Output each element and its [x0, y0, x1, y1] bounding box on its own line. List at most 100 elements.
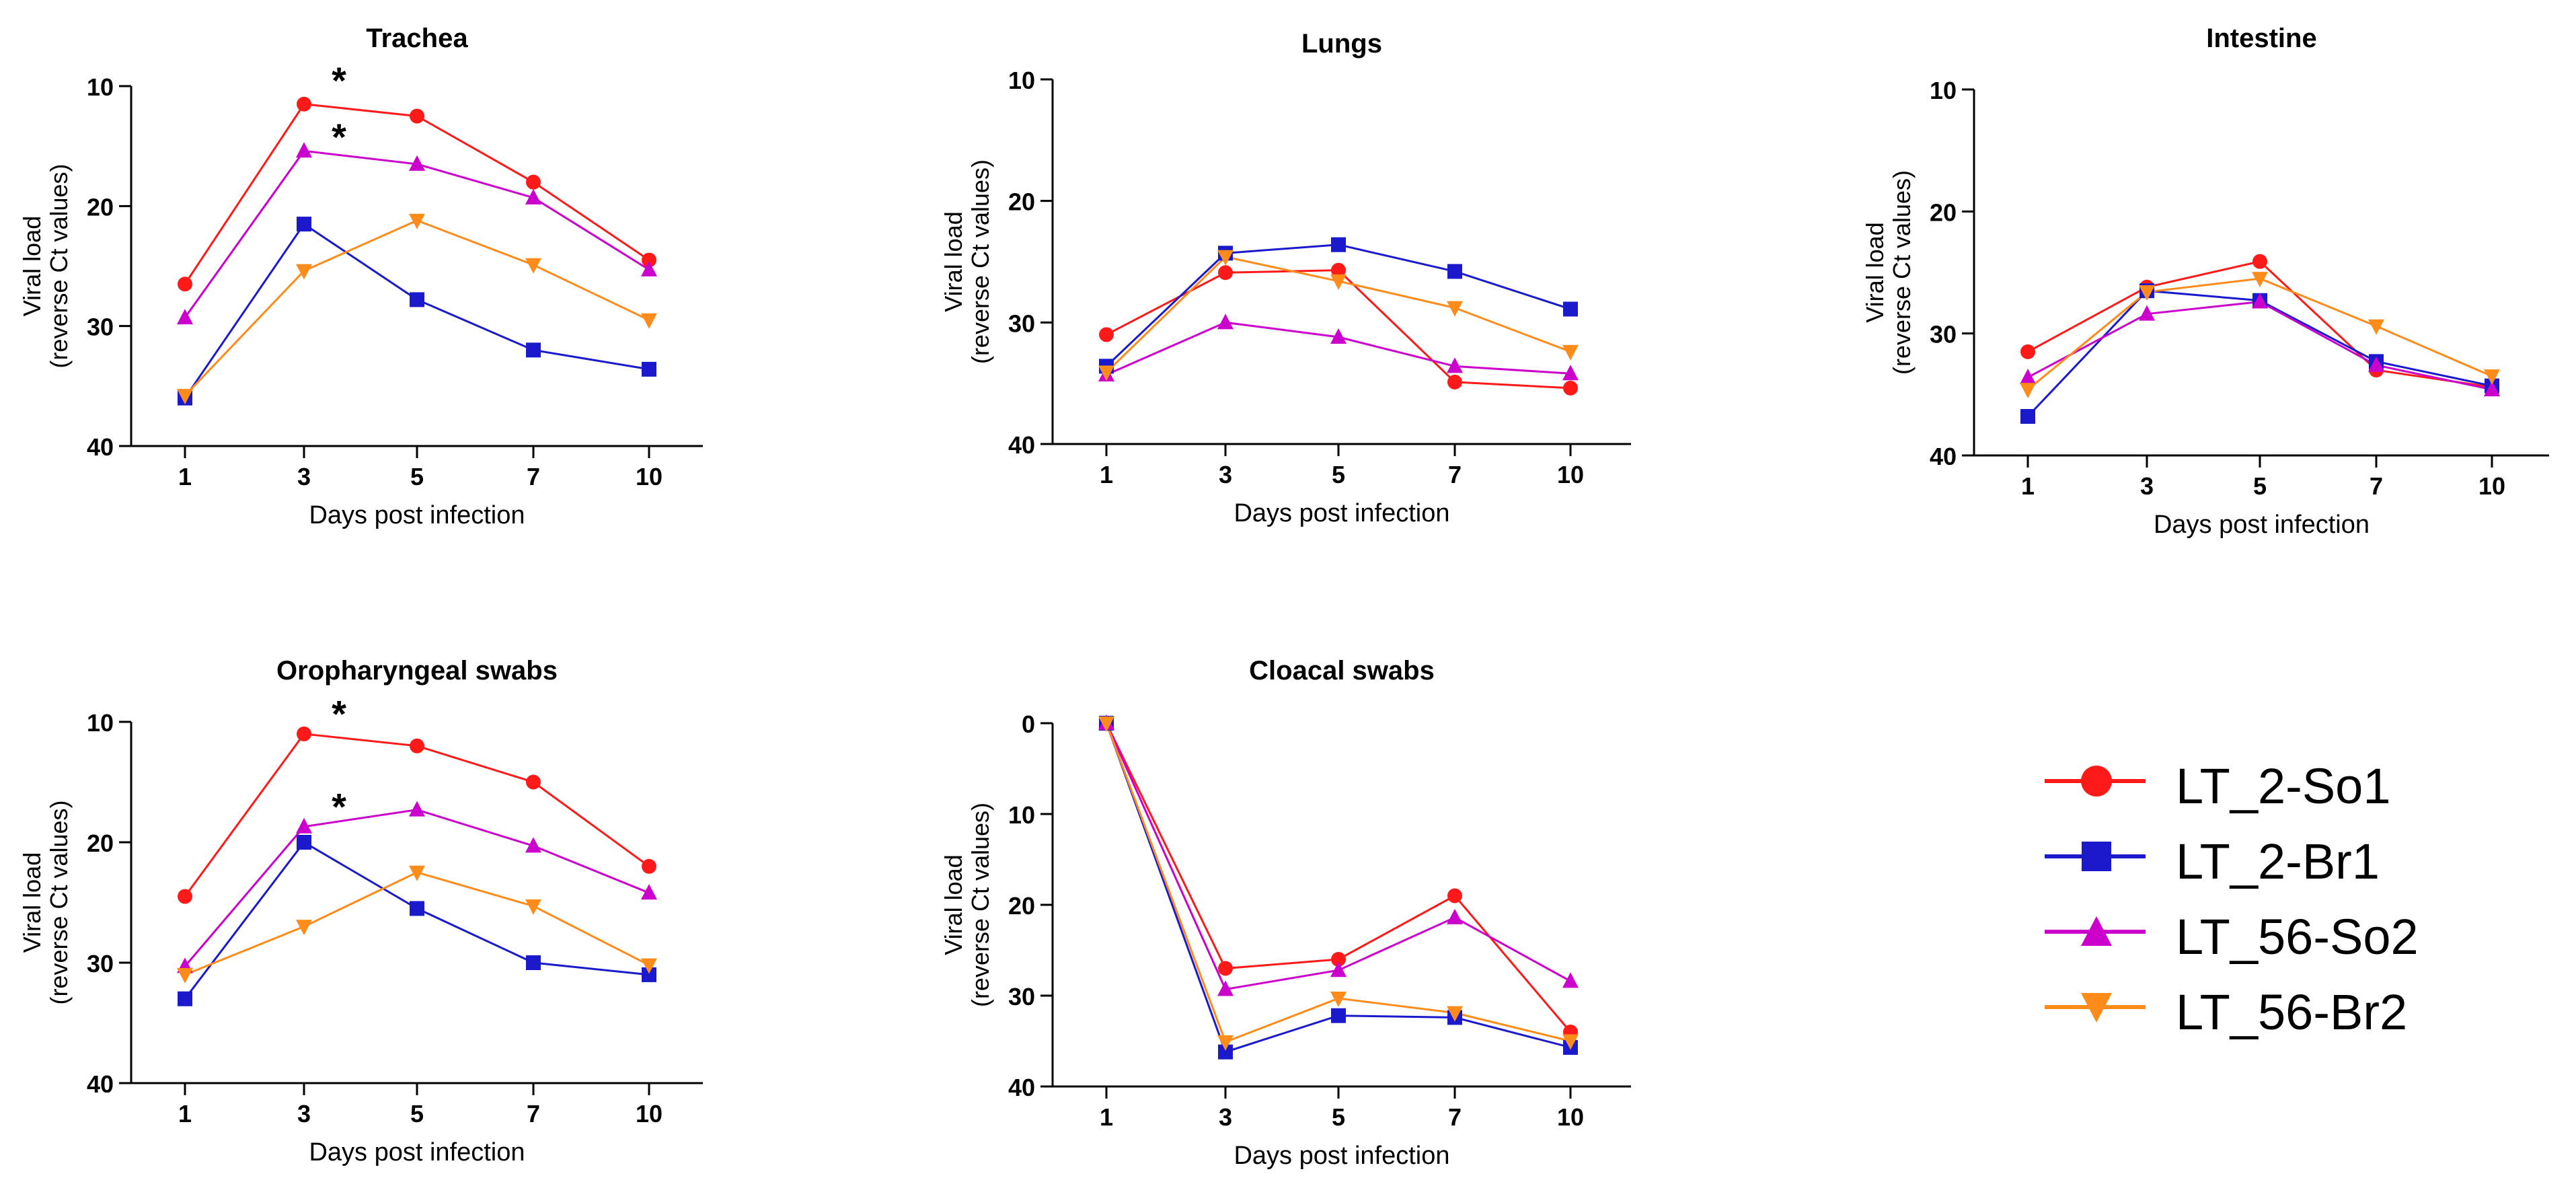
data-point [296, 817, 312, 834]
data-point [410, 738, 424, 753]
data-point [2368, 356, 2384, 372]
data-point [641, 260, 657, 276]
x-tick-label: 10 [636, 463, 662, 490]
x-tick-label: 7 [527, 463, 540, 490]
data-point [1447, 888, 1462, 903]
data-point [2020, 383, 2036, 399]
data-point [1447, 908, 1463, 924]
x-tick-label: 10 [2478, 472, 2505, 500]
x-tick-label: 1 [178, 463, 192, 490]
y-axis-label-secondary: (reverse Ct values) [967, 803, 994, 1007]
data-point [1218, 265, 1233, 281]
chart-title: Cloacal swabs [1249, 656, 1435, 686]
y-tick-label: 10 [1008, 801, 1035, 829]
data-point [410, 901, 424, 916]
x-tick-label: 3 [1219, 461, 1232, 488]
y-tick-label: 10 [1930, 77, 1957, 104]
significance-star: * [332, 116, 346, 158]
chart-panel: Trachea 10 20 30 40 1 3 5 7 10 Days post infection… [18, 24, 703, 529]
data-point [1218, 1044, 1233, 1060]
data-point [296, 264, 312, 280]
x-tick-label: 10 [636, 1100, 662, 1128]
triangle-up-marker-icon [2081, 916, 2112, 946]
data-point [178, 889, 192, 904]
data-point [296, 920, 312, 936]
data-point [409, 213, 425, 229]
x-tick-label: 7 [527, 1100, 540, 1128]
y-tick-label: 30 [87, 950, 114, 977]
data-point [1099, 327, 1114, 342]
data-point [297, 96, 311, 112]
data-point [525, 899, 541, 915]
significance-star: * [332, 59, 346, 102]
data-point [1217, 250, 1234, 266]
y-axis-label: Viral load [18, 852, 46, 953]
data-point [526, 342, 541, 358]
series-line [2026, 289, 2493, 418]
data-point [641, 958, 657, 974]
x-tick-label: 3 [1219, 1103, 1232, 1131]
y-tick-label: 10 [87, 73, 114, 101]
data-point [526, 774, 541, 790]
significance-star: * [332, 692, 346, 735]
x-axis-label: Days post infection [2154, 511, 2370, 539]
x-tick-label: 5 [410, 463, 424, 490]
data-point [2368, 319, 2384, 335]
data-point [2252, 272, 2268, 288]
y-axis-label: Viral load [1861, 222, 1889, 322]
data-point [1447, 301, 1463, 317]
y-tick-label: 20 [87, 193, 114, 221]
data-point [178, 991, 192, 1006]
data-point [410, 108, 424, 124]
data-point [2252, 293, 2268, 309]
data-point [641, 313, 657, 329]
y-tick-label: 40 [87, 433, 114, 461]
x-tick-label: 7 [1448, 1103, 1462, 1131]
y-tick-label: 40 [87, 1070, 114, 1098]
data-point [2139, 285, 2155, 301]
data-point [642, 858, 656, 874]
data-point [2020, 408, 2035, 424]
x-tick-label: 5 [1332, 461, 1345, 488]
data-point [297, 835, 311, 850]
y-tick-label: 20 [1930, 198, 1957, 226]
data-point [642, 967, 656, 982]
series-line [184, 219, 650, 397]
data-point [409, 801, 425, 817]
y-tick-label: 0 [1022, 710, 1035, 738]
data-point [1562, 972, 1579, 988]
y-axis-label-secondary: (reverse Ct values) [967, 159, 994, 364]
x-tick-label: 1 [1100, 461, 1113, 488]
chart-panel: Intestine 10 20 30 40 1 3 5 7 10 Days post infecti… [1861, 24, 2549, 539]
y-tick-label: 30 [1008, 983, 1035, 1010]
data-point [1217, 313, 1234, 330]
legend: LT_2-So1 LT_2-Br1 LT_56-So2 LT_56-Br2 [2038, 745, 2549, 1047]
y-axis-label: Viral load [940, 854, 967, 955]
data-point [1098, 365, 1114, 381]
data-point [296, 142, 312, 158]
x-axis-label: Days post infection [309, 1138, 525, 1167]
x-tick-label: 1 [1100, 1103, 1113, 1131]
data-point [1447, 264, 1462, 279]
data-point [1331, 237, 1346, 252]
y-tick-label: 40 [1930, 443, 1957, 470]
data-point [1331, 262, 1346, 278]
chart-title: Lungs [1301, 29, 1382, 59]
legend-label: LT_2-So1 [2176, 758, 2391, 814]
y-tick-label: 20 [1008, 188, 1035, 216]
x-tick-label: 10 [1557, 1103, 1584, 1131]
y-tick-label: 30 [1008, 309, 1035, 337]
y-tick-label: 40 [1008, 1074, 1035, 1101]
data-point [409, 865, 425, 881]
circle-marker-icon [2081, 766, 2112, 797]
triangle-down-marker-icon [2081, 993, 2112, 1023]
data-point [642, 361, 656, 377]
chart-panel: Cloacal swabs 0 10 20 30 40 1 3 5 7 10 Days post in… [940, 656, 1631, 1170]
y-tick-label: 30 [1930, 321, 1957, 348]
y-axis-label: Viral load [18, 216, 46, 316]
data-point [297, 726, 311, 741]
y-axis-label-secondary: (reverse Ct values) [45, 800, 73, 1004]
x-tick-label: 1 [2021, 472, 2035, 500]
y-tick-label: 20 [1008, 892, 1035, 920]
